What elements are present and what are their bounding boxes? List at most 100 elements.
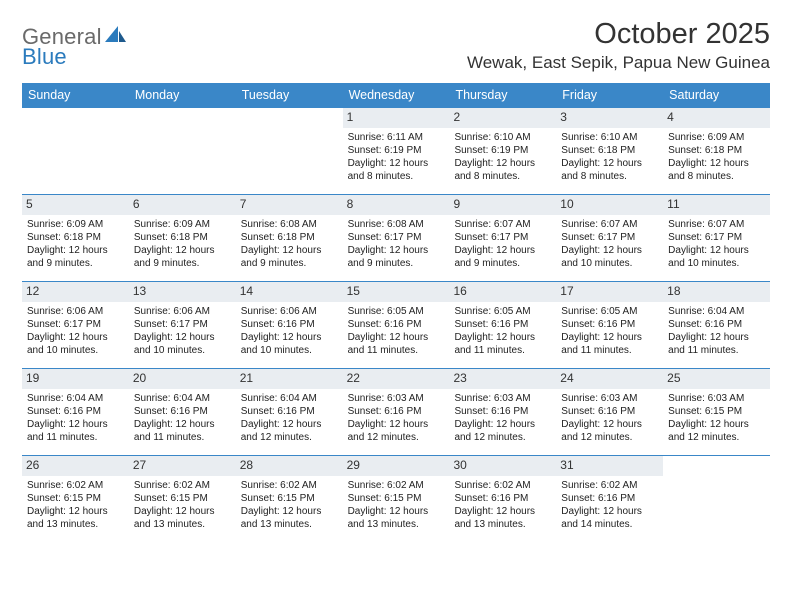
daylight-line: Daylight: 12 hours and 12 minutes. [241, 418, 338, 444]
day-number: 20 [129, 369, 236, 389]
sunset-line: Sunset: 6:16 PM [454, 318, 551, 331]
day-number: 31 [556, 456, 663, 476]
sunset-line: Sunset: 6:16 PM [454, 492, 551, 505]
calendar-header-cell: Sunday [22, 83, 129, 107]
calendar-cell: 19Sunrise: 6:04 AMSunset: 6:16 PMDayligh… [22, 369, 129, 455]
sunset-line: Sunset: 6:16 PM [454, 405, 551, 418]
sunrise-line: Sunrise: 6:03 AM [348, 392, 445, 405]
calendar-cell: 31 Sunrise: 6:02 AMSunset: 6:16 PMDayligh… [556, 456, 663, 542]
daylight-line: Daylight: 12 hours and 13 minutes. [454, 505, 551, 531]
sunrise-line: Sunrise: 6:09 AM [668, 131, 765, 144]
sunrise-line: Sunrise: 6:02 AM [561, 479, 658, 492]
day-number: 28 [236, 456, 343, 476]
daylight-line: Daylight: 12 hours and 9 minutes. [241, 244, 338, 270]
daylight-line: Daylight: 12 hours and 10 minutes. [27, 331, 124, 357]
sunset-line: Sunset: 6:17 PM [561, 231, 658, 244]
daylight-line: Daylight: 12 hours and 10 minutes. [241, 331, 338, 357]
calendar-row: 1Sunrise: 6:11 AMSunset: 6:19 PMDaylight… [22, 107, 770, 194]
calendar-cell: 30Sunrise: 6:02 AMSunset: 6:16 PMDayligh… [449, 456, 556, 542]
calendar-cell: 1Sunrise: 6:11 AMSunset: 6:19 PMDaylight… [343, 108, 450, 194]
sunrise-line: Sunrise: 6:09 AM [134, 218, 231, 231]
sunrise-line: Sunrise: 6:07 AM [454, 218, 551, 231]
daylight-line: Daylight: 12 hours and 9 minutes. [348, 244, 445, 270]
day-number: 5 [22, 195, 129, 215]
daylight-line: Daylight: 12 hours and 14 minutes. [561, 505, 658, 531]
sunrise-line: Sunrise: 6:06 AM [134, 305, 231, 318]
calendar-cell: 9Sunrise: 6:07 AMSunset: 6:17 PMDaylight… [449, 195, 556, 281]
calendar-cell: 2Sunrise: 6:10 AMSunset: 6:19 PMDaylight… [449, 108, 556, 194]
sunset-line: Sunset: 6:15 PM [241, 492, 338, 505]
daylight-line: Daylight: 12 hours and 8 minutes. [561, 157, 658, 183]
daylight-line: Daylight: 12 hours and 12 minutes. [668, 418, 765, 444]
sunrise-line: Sunrise: 6:03 AM [454, 392, 551, 405]
daylight-line: Daylight: 12 hours and 8 minutes. [668, 157, 765, 183]
sunset-line: Sunset: 6:18 PM [27, 231, 124, 244]
daylight-line: Daylight: 12 hours and 10 minutes. [561, 244, 658, 270]
daylight-line: Daylight: 12 hours and 13 minutes. [134, 505, 231, 531]
logo-word-blue-wrap: Blue [22, 44, 67, 70]
daylight-line: Daylight: 12 hours and 10 minutes. [668, 244, 765, 270]
sunset-line: Sunset: 6:18 PM [668, 144, 765, 157]
calendar-header-row: SundayMondayTuesdayWednesdayThursdayFrid… [22, 83, 770, 107]
day-number: 11 [663, 195, 770, 215]
calendar-cell: 24Sunrise: 6:03 AMSunset: 6:16 PMDayligh… [556, 369, 663, 455]
title-block: October 2025 Wewak, East Sepik, Papua Ne… [467, 18, 770, 73]
day-number: 29 [343, 456, 450, 476]
calendar-cell: 10Sunrise: 6:07 AMSunset: 6:17 PMDayligh… [556, 195, 663, 281]
sunrise-line: Sunrise: 6:07 AM [561, 218, 658, 231]
calendar-cell: 3Sunrise: 6:10 AMSunset: 6:18 PMDaylight… [556, 108, 663, 194]
sunrise-line: Sunrise: 6:08 AM [348, 218, 445, 231]
sunrise-line: Sunrise: 6:03 AM [561, 392, 658, 405]
day-number: 6 [129, 195, 236, 215]
calendar-cell: 4Sunrise: 6:09 AMSunset: 6:18 PMDaylight… [663, 108, 770, 194]
daylight-line: Daylight: 12 hours and 11 minutes. [348, 331, 445, 357]
day-number: 17 [556, 282, 663, 302]
sunset-line: Sunset: 6:16 PM [561, 318, 658, 331]
sunrise-line: Sunrise: 6:05 AM [561, 305, 658, 318]
sunset-line: Sunset: 6:16 PM [561, 492, 658, 505]
sunset-line: Sunset: 6:15 PM [668, 405, 765, 418]
calendar-cell [663, 456, 770, 542]
calendar-row: 12Sunrise: 6:06 AMSunset: 6:17 PMDayligh… [22, 281, 770, 368]
sunset-line: Sunset: 6:17 PM [27, 318, 124, 331]
day-number: 7 [236, 195, 343, 215]
daylight-line: Daylight: 12 hours and 9 minutes. [454, 244, 551, 270]
daylight-line: Daylight: 12 hours and 12 minutes. [348, 418, 445, 444]
logo-word-blue: Blue [22, 44, 67, 69]
sunset-line: Sunset: 6:17 PM [668, 231, 765, 244]
calendar-cell: 16Sunrise: 6:05 AMSunset: 6:16 PMDayligh… [449, 282, 556, 368]
sunset-line: Sunset: 6:19 PM [348, 144, 445, 157]
sunrise-line: Sunrise: 6:02 AM [348, 479, 445, 492]
sunset-line: Sunset: 6:18 PM [134, 231, 231, 244]
calendar-cell: 25Sunrise: 6:03 AMSunset: 6:15 PMDayligh… [663, 369, 770, 455]
daylight-line: Daylight: 12 hours and 9 minutes. [27, 244, 124, 270]
daylight-line: Daylight: 12 hours and 8 minutes. [348, 157, 445, 183]
day-number: 30 [449, 456, 556, 476]
day-number: 3 [556, 108, 663, 128]
calendar-cell: 18Sunrise: 6:04 AMSunset: 6:16 PMDayligh… [663, 282, 770, 368]
calendar-header-cell: Saturday [663, 83, 770, 107]
sunset-line: Sunset: 6:17 PM [348, 231, 445, 244]
sunrise-line: Sunrise: 6:03 AM [668, 392, 765, 405]
sunrise-line: Sunrise: 6:07 AM [668, 218, 765, 231]
calendar-row: 26Sunrise: 6:02 AMSunset: 6:15 PMDayligh… [22, 455, 770, 542]
calendar-cell [236, 108, 343, 194]
sunrise-line: Sunrise: 6:06 AM [27, 305, 124, 318]
sunrise-line: Sunrise: 6:08 AM [241, 218, 338, 231]
sunset-line: Sunset: 6:15 PM [348, 492, 445, 505]
daylight-line: Daylight: 12 hours and 12 minutes. [454, 418, 551, 444]
calendar-cell: 17Sunrise: 6:05 AMSunset: 6:16 PMDayligh… [556, 282, 663, 368]
calendar-cell: 21Sunrise: 6:04 AMSunset: 6:16 PMDayligh… [236, 369, 343, 455]
daylight-line: Daylight: 12 hours and 11 minutes. [454, 331, 551, 357]
calendar-cell: 28Sunrise: 6:02 AMSunset: 6:15 PMDayligh… [236, 456, 343, 542]
day-number: 21 [236, 369, 343, 389]
calendar-cell: 14Sunrise: 6:06 AMSunset: 6:16 PMDayligh… [236, 282, 343, 368]
daylight-line: Daylight: 12 hours and 8 minutes. [454, 157, 551, 183]
day-number: 19 [22, 369, 129, 389]
calendar-cell: 15Sunrise: 6:05 AMSunset: 6:16 PMDayligh… [343, 282, 450, 368]
sunrise-line: Sunrise: 6:02 AM [241, 479, 338, 492]
page-title: October 2025 [467, 18, 770, 51]
day-number: 1 [343, 108, 450, 128]
calendar-cell: 11 Sunrise: 6:07 AMSunset: 6:17 PMDayligh… [663, 195, 770, 281]
sunset-line: Sunset: 6:19 PM [454, 144, 551, 157]
